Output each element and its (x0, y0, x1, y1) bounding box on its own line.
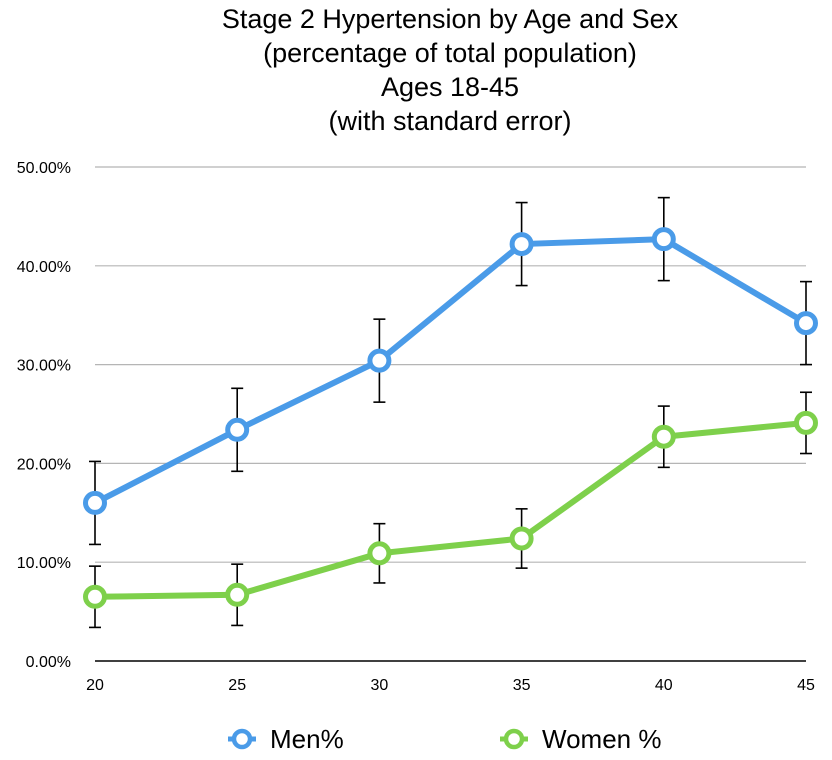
chart-title-line-3: Ages 18-45 (380, 72, 520, 102)
x-tick-label: 35 (513, 677, 531, 694)
chart-title: Stage 2 Hypertension by Age and Sex (per… (0, 2, 832, 138)
data-point (83, 584, 107, 609)
x-tick-label: 40 (655, 677, 673, 694)
series-layer (83, 196, 818, 629)
gridlines (95, 166, 806, 662)
data-point (794, 311, 818, 336)
data-point (367, 348, 392, 373)
x-tick-label: 20 (86, 677, 104, 694)
data-point (83, 490, 107, 515)
series-men (83, 196, 818, 546)
y-tick-label: 30.00% (17, 358, 71, 375)
y-tick-label: 10.00% (17, 555, 71, 572)
x-axis-tick-labels: 20 25 30 35 40 45 (86, 677, 815, 694)
chart-title-line-1: Stage 2 Hypertension by Age and Sex (221, 4, 679, 34)
legend-item-women: Women % (500, 724, 661, 754)
y-axis-tick-labels: 0.00% 10.00% 20.00% 30.00% 40.00% 50.00% (17, 160, 71, 671)
data-point (509, 526, 534, 551)
series-line (92, 236, 809, 506)
legend-label: Men% (270, 724, 344, 754)
legend-label: Women % (542, 724, 661, 754)
y-tick-label: 40.00% (17, 259, 71, 276)
legend: Men% Women % (228, 724, 661, 754)
legend-swatch-marker (503, 728, 525, 750)
chart-title-line-4: (with standard error) (328, 106, 572, 136)
series-line (92, 419, 809, 600)
x-tick-label: 30 (371, 677, 389, 694)
x-tick-label: 25 (228, 677, 246, 694)
data-point (794, 410, 818, 435)
y-tick-label: 20.00% (17, 456, 71, 473)
data-point (225, 582, 250, 607)
legend-swatch-marker (231, 728, 253, 750)
y-tick-label: 0.00% (26, 654, 71, 671)
legend-item-men: Men% (228, 724, 344, 754)
chart-title-line-2: (percentage of total population) (263, 38, 637, 68)
x-tick-label: 45 (797, 677, 815, 694)
data-point (651, 424, 676, 449)
data-point (225, 417, 250, 442)
series-women (83, 391, 818, 629)
data-point (509, 232, 534, 257)
data-point (367, 541, 392, 566)
y-tick-label: 50.00% (17, 160, 71, 177)
data-point (651, 227, 676, 252)
